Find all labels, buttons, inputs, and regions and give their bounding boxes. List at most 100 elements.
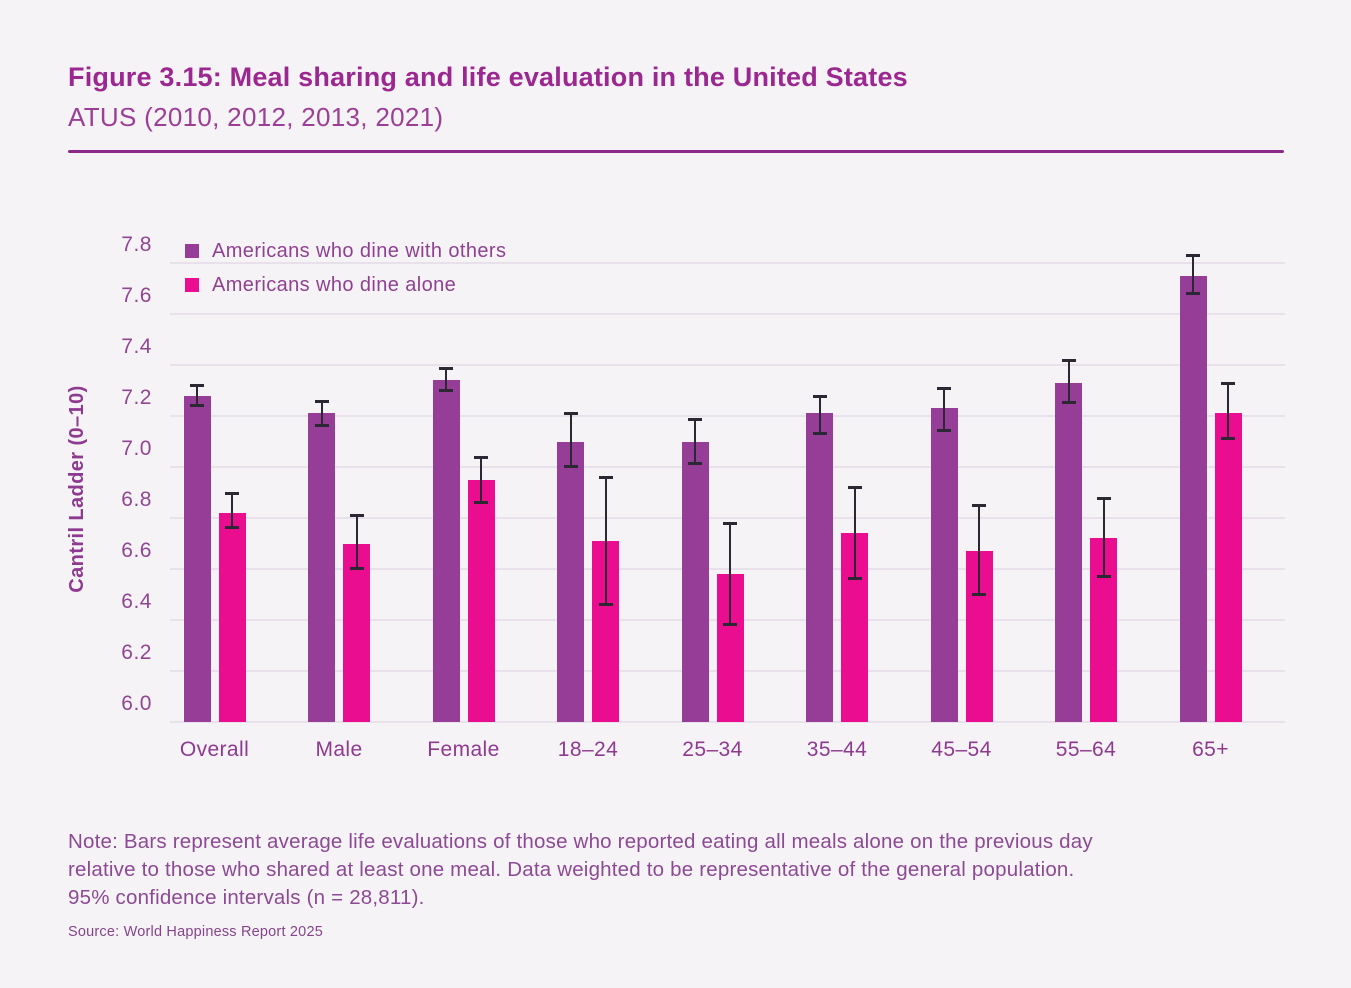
- title-divider: [68, 150, 1284, 153]
- error-bar-cap-top: [563, 412, 578, 416]
- error-bar-cap-bottom: [225, 526, 239, 530]
- x-axis-label: 35–44: [806, 738, 868, 761]
- bar-dine-alone: [467, 479, 495, 722]
- error-bar-cap-bottom: [723, 623, 737, 627]
- error-bar-cap-top: [439, 366, 453, 370]
- error-bar-cap-bottom: [1096, 574, 1111, 578]
- error-bar-cap-bottom: [314, 424, 329, 428]
- x-axis-label: 18–24: [557, 738, 619, 761]
- bar-dine-alone: [218, 512, 246, 722]
- error-bar-cap-top: [1061, 358, 1076, 362]
- gridline: [170, 415, 1285, 417]
- error-bar-line: [1192, 255, 1194, 294]
- error-bar-cap-bottom: [972, 592, 986, 596]
- error-bar-cap-bottom: [598, 602, 613, 606]
- gridline: [170, 568, 1285, 570]
- error-bar-line: [853, 487, 856, 580]
- error-bar-line: [480, 456, 482, 503]
- y-tick-label: 7.4: [121, 335, 152, 358]
- figure-source: Source: World Happiness Report 2025: [68, 924, 323, 940]
- error-bar-cap-bottom: [439, 388, 453, 392]
- error-bar-cap-bottom: [847, 577, 862, 581]
- x-axis-label: 45–54: [931, 738, 992, 761]
- error-bar-cap-bottom: [937, 429, 951, 433]
- error-bar-cap-bottom: [1061, 401, 1076, 405]
- error-bar-line: [320, 400, 323, 427]
- error-bar-line: [729, 523, 731, 626]
- gridline: [170, 466, 1285, 468]
- legend: Americans who dine with others Americans…: [185, 237, 506, 305]
- y-tick-label: 6.2: [121, 641, 152, 664]
- y-tick-label: 7.8: [121, 233, 152, 256]
- error-bar-cap-top: [598, 476, 613, 480]
- x-axis-label: Overall: [179, 738, 250, 761]
- gridline: [170, 364, 1285, 366]
- figure-note-line-3: 95% confidence intervals (n = 28,811).: [68, 886, 425, 909]
- bar-dine-with-others: [1179, 275, 1207, 722]
- error-bar-cap-top: [314, 399, 329, 403]
- error-bar-cap-bottom: [563, 465, 578, 468]
- bar-dine-with-others: [806, 413, 833, 722]
- y-tick-label: 6.6: [121, 539, 152, 562]
- error-bar-line: [569, 413, 572, 467]
- x-axis-label: Female: [427, 738, 500, 761]
- error-bar-cap-top: [972, 504, 986, 508]
- bar-dine-with-others: [930, 408, 958, 722]
- x-axis-label: Male: [315, 738, 363, 761]
- y-tick-label: 7.6: [121, 284, 152, 307]
- y-tick-label: 7.2: [121, 386, 152, 409]
- bar-dine-with-others: [432, 380, 460, 722]
- bar-dine-with-others: [1055, 382, 1082, 722]
- bar-dine-with-others: [557, 441, 584, 722]
- y-tick-label: 6.8: [121, 488, 152, 511]
- legend-swatch-purple: [185, 244, 199, 258]
- bar-dine-with-others: [308, 413, 335, 722]
- error-bar-line: [355, 515, 358, 569]
- figure-note-line-1: Note: Bars represent average life evalua…: [68, 830, 1093, 853]
- error-bar-line: [604, 477, 607, 605]
- error-bar-cap-bottom: [349, 567, 364, 570]
- error-bar-cap-top: [190, 384, 204, 388]
- y-tick-label: 7.0: [121, 437, 152, 460]
- figure-subtitle: ATUS (2010, 2012, 2013, 2021): [68, 102, 444, 132]
- bar-dine-alone: [343, 543, 370, 722]
- y-axis-title: Cantril Ladder (0–10): [66, 385, 88, 593]
- bar-dine-alone: [1214, 413, 1242, 722]
- gridline: [170, 721, 1285, 723]
- x-axis-label: 55–64: [1055, 738, 1117, 761]
- error-bar-cap-top: [847, 486, 862, 490]
- legend-item-dine-with-others: Americans who dine with others: [185, 237, 506, 265]
- error-bar-cap-bottom: [812, 431, 827, 435]
- error-bar-cap-top: [937, 386, 951, 390]
- error-bar-line: [978, 505, 980, 595]
- error-bar-cap-top: [474, 455, 488, 459]
- bar-dine-with-others: [681, 441, 709, 722]
- error-bar-line: [1227, 382, 1229, 439]
- error-bar-line: [1067, 359, 1070, 404]
- gridline: [170, 262, 1285, 264]
- error-bar-line: [445, 367, 447, 391]
- error-bar-cap-bottom: [190, 403, 204, 407]
- gridline: [170, 313, 1285, 315]
- error-bar-cap-bottom: [1186, 291, 1200, 295]
- error-bar-line: [818, 395, 821, 434]
- error-bar-cap-bottom: [688, 462, 702, 466]
- legend-item-dine-alone: Americans who dine alone: [185, 271, 506, 299]
- error-bar-line: [1102, 497, 1105, 577]
- figure-note-line-2: relative to those who shared at least on…: [68, 858, 1075, 881]
- error-bar-cap-top: [349, 514, 364, 518]
- error-bar-cap-top: [1186, 254, 1200, 258]
- figure-title: Figure 3.15: Meal sharing and life evalu…: [68, 62, 908, 92]
- bar-dine-with-others: [183, 395, 211, 722]
- y-tick-label: 6.0: [121, 692, 152, 715]
- error-bar-cap-top: [812, 394, 827, 398]
- legend-label-dine-with-others: Americans who dine with others: [212, 239, 507, 262]
- legend-swatch-pink: [185, 278, 199, 292]
- error-bar-cap-bottom: [474, 500, 488, 504]
- x-axis-label: 25–34: [682, 738, 743, 761]
- error-bar-line: [231, 492, 233, 529]
- error-bar-cap-top: [688, 417, 702, 421]
- x-axis-label: 65+: [1192, 738, 1229, 761]
- error-bar-line: [196, 385, 198, 406]
